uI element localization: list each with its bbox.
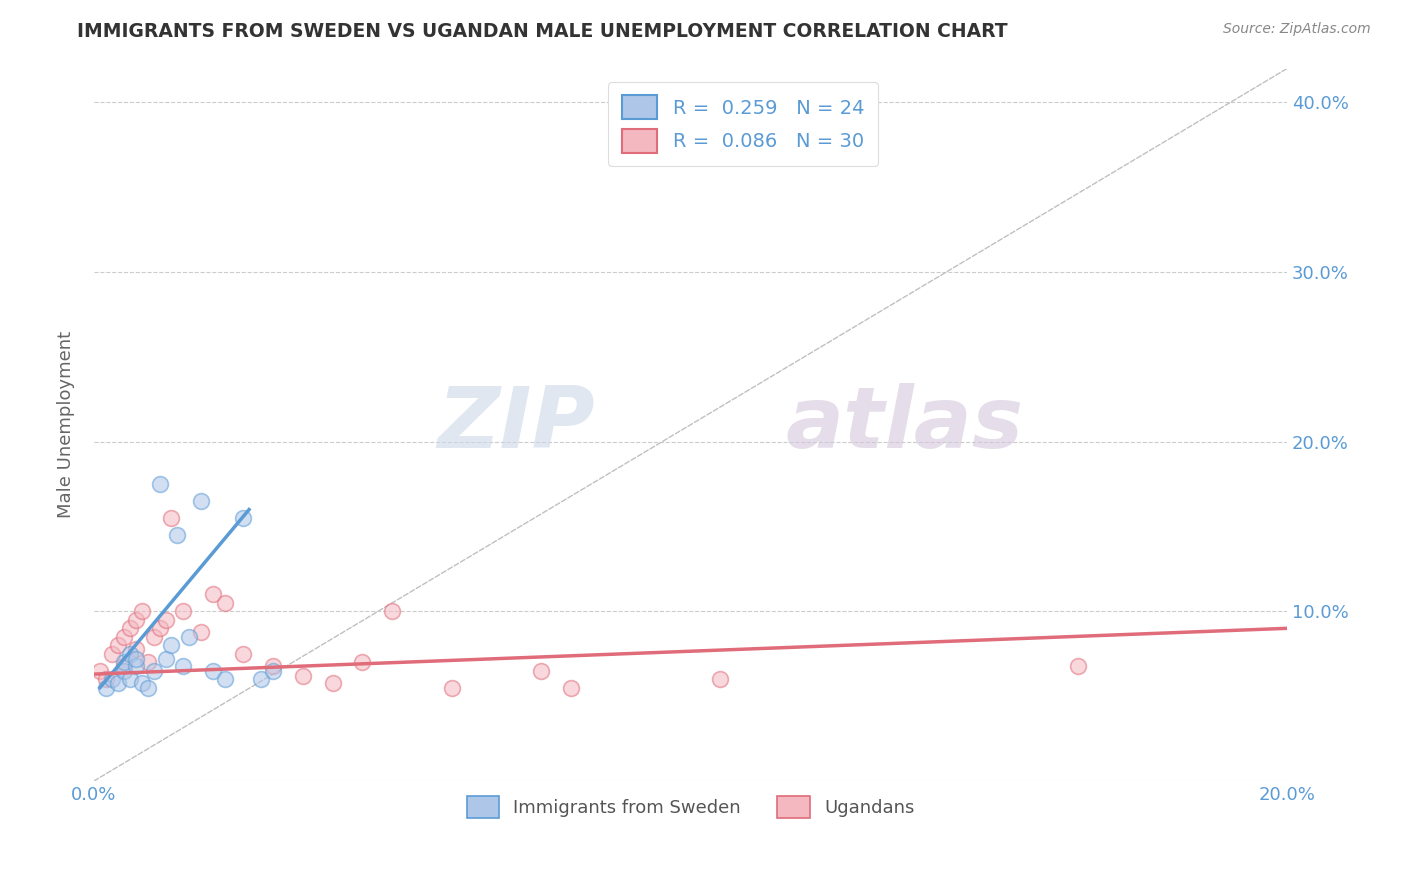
Point bbox=[322, 675, 344, 690]
Y-axis label: Male Unemployment: Male Unemployment bbox=[58, 331, 75, 518]
Point bbox=[172, 658, 194, 673]
Point bbox=[112, 658, 135, 673]
Point bbox=[381, 604, 404, 618]
Point bbox=[107, 638, 129, 652]
Point bbox=[262, 658, 284, 673]
Point bbox=[89, 664, 111, 678]
Text: IMMIGRANTS FROM SWEDEN VS UGANDAN MALE UNEMPLOYMENT CORRELATION CHART: IMMIGRANTS FROM SWEDEN VS UGANDAN MALE U… bbox=[77, 22, 1008, 41]
Legend: Immigrants from Sweden, Ugandans: Immigrants from Sweden, Ugandans bbox=[460, 789, 922, 825]
Point bbox=[118, 621, 141, 635]
Point bbox=[94, 681, 117, 695]
Point bbox=[112, 664, 135, 678]
Text: atlas: atlas bbox=[786, 384, 1024, 467]
Point bbox=[190, 624, 212, 639]
Point bbox=[179, 630, 201, 644]
Point bbox=[250, 672, 273, 686]
Point bbox=[148, 477, 170, 491]
Point bbox=[125, 613, 148, 627]
Point bbox=[291, 669, 314, 683]
Point bbox=[142, 664, 165, 678]
Point bbox=[155, 613, 177, 627]
Point bbox=[136, 681, 159, 695]
Point bbox=[125, 641, 148, 656]
Point bbox=[166, 528, 188, 542]
Point bbox=[214, 596, 236, 610]
Point bbox=[160, 511, 183, 525]
Point bbox=[136, 655, 159, 669]
Point bbox=[202, 664, 225, 678]
Point bbox=[155, 652, 177, 666]
Point bbox=[131, 675, 153, 690]
Point bbox=[112, 655, 135, 669]
Point bbox=[148, 621, 170, 635]
Text: ZIP: ZIP bbox=[437, 384, 595, 467]
Point bbox=[530, 664, 553, 678]
Point bbox=[101, 672, 124, 686]
Point bbox=[214, 672, 236, 686]
Point bbox=[118, 647, 141, 661]
Point bbox=[118, 672, 141, 686]
Point bbox=[142, 630, 165, 644]
Point bbox=[709, 672, 731, 686]
Text: Source: ZipAtlas.com: Source: ZipAtlas.com bbox=[1223, 22, 1371, 37]
Point bbox=[352, 655, 374, 669]
Point bbox=[202, 587, 225, 601]
Point bbox=[112, 630, 135, 644]
Point bbox=[232, 647, 254, 661]
Point bbox=[1067, 658, 1090, 673]
Point bbox=[560, 681, 582, 695]
Point bbox=[101, 647, 124, 661]
Point bbox=[125, 652, 148, 666]
Point bbox=[107, 675, 129, 690]
Point bbox=[190, 494, 212, 508]
Point bbox=[131, 604, 153, 618]
Point bbox=[440, 681, 463, 695]
Point bbox=[160, 638, 183, 652]
Point bbox=[172, 604, 194, 618]
Point bbox=[262, 664, 284, 678]
Point bbox=[125, 658, 148, 673]
Point bbox=[232, 511, 254, 525]
Point bbox=[94, 672, 117, 686]
